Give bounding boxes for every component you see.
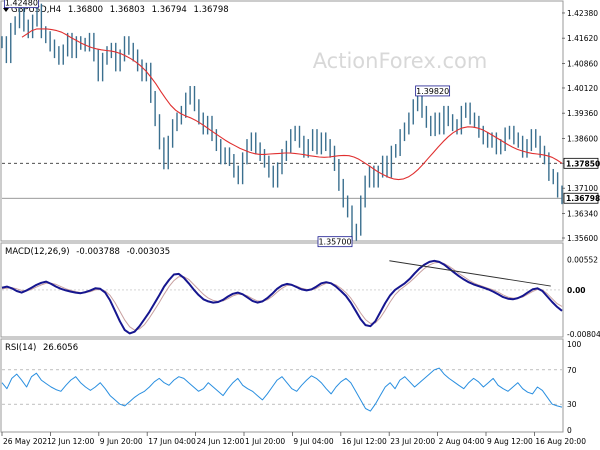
price-tag-box — [563, 157, 599, 169]
annotation-box — [3, 0, 39, 9]
annotation-label: 1.35700 — [318, 238, 351, 247]
rsi-value: 26.6056 — [43, 343, 78, 353]
macd-line — [1, 259, 563, 335]
rsi-plot — [1, 367, 563, 412]
price-tick-label: 1.35600 — [567, 234, 598, 243]
price-tick-label: 1.39360 — [567, 109, 598, 118]
x-tick-label: 16 Jul 12:00 — [342, 437, 387, 446]
rsi-label: RSI(14) — [5, 343, 36, 353]
price-tick-label: 1.36340 — [567, 209, 598, 218]
price-header: GBPUSD,H4 1.36800 1.36803 1.36794 1.3679… — [3, 5, 229, 15]
x-tick-label: 17 Jun 04:00 — [148, 437, 196, 446]
rsi-panel-frame — [0, 338, 564, 433]
macd-header: MACD(12,26,9) -0.003788 -0.003035 — [5, 247, 170, 257]
x-tick-label: 9 Aug 12:00 — [487, 437, 533, 446]
x-tick-label: 26 May 2021 — [3, 437, 52, 446]
macd-value: -0.003788 — [76, 247, 120, 257]
macd-tick-label: 0.00 — [567, 286, 586, 295]
svg-text:GBPUSD,H4 1.36800: GBPUSD,H4 1.36800 1.36803 1.36794 1.3679… — [11, 5, 229, 15]
x-tick-label: 16 Aug 20:00 — [535, 437, 586, 446]
macd-signal-value: -0.003035 — [127, 247, 171, 257]
macd-plot — [1, 259, 563, 335]
macd-tick-label: -0.00804 — [567, 330, 600, 339]
macd-label: MACD(12,26,9) — [5, 247, 70, 257]
x-tick-label: 1 Jul 20:00 — [245, 437, 285, 446]
price-tick-label: 1.38600 — [567, 134, 598, 143]
price-tick-label: 1.40120 — [567, 84, 598, 93]
x-tick-label: 23 Jul 20:00 — [390, 437, 435, 446]
rsi-line — [1, 367, 563, 412]
x-tick-label: 9 Jun 20:00 — [100, 437, 143, 446]
macd-signal-line — [1, 261, 563, 331]
price-panel-frame — [0, 0, 564, 242]
rsi-tick-label: 70 — [567, 366, 577, 375]
annotation-label: 1.39820 — [416, 87, 449, 96]
price-tick-label: 1.40860 — [567, 59, 598, 68]
price-symbol: GBPUSD,H4 — [11, 5, 61, 15]
annotation-box — [415, 85, 451, 97]
macd-trendline — [389, 260, 551, 287]
macd-tick-label: 0.00552 — [567, 256, 598, 265]
price-open: 1.36800 — [68, 5, 103, 15]
price-tick-label: 1.37100 — [567, 184, 598, 193]
x-tick-label: 2 Aug 04:00 — [439, 437, 485, 446]
price-tag-box — [563, 192, 599, 204]
rsi-tick-label: 100 — [567, 340, 582, 349]
price-tick-label: 1.41620 — [567, 34, 598, 43]
rsi-tick-label: 0 — [567, 426, 572, 435]
price-low: 1.36794 — [152, 5, 187, 15]
price-tag-label: 1.36798 — [566, 194, 600, 203]
moving-average-line — [21, 28, 563, 181]
x-tick-label: 2 Jun 12:00 — [51, 437, 94, 446]
annotation-label: 1.42480 — [5, 0, 38, 8]
x-tick-label: 24 Jun 12:00 — [197, 437, 245, 446]
header-arrow-icon — [3, 8, 9, 12]
watermark: ActionForex.com — [313, 49, 488, 73]
annotation-box — [317, 236, 353, 248]
price-close: 1.36798 — [194, 5, 229, 15]
rsi-tick-label: 30 — [567, 400, 577, 409]
x-tick-label: 9 Jul 04:00 — [293, 437, 333, 446]
axes: 1.42380 1.41620 1.40860 1.40120 1.39360 1.386… — [1, 9, 600, 446]
price-tag-label: 1.37850 — [566, 159, 600, 168]
price-high: 1.36803 — [110, 5, 145, 15]
price-tick-label: 1.42380 — [567, 9, 598, 18]
price-plot: 1.42480 1.39820 1.35700 — [1, 0, 563, 248]
rsi-header: RSI(14) 26.6056 — [5, 343, 78, 353]
